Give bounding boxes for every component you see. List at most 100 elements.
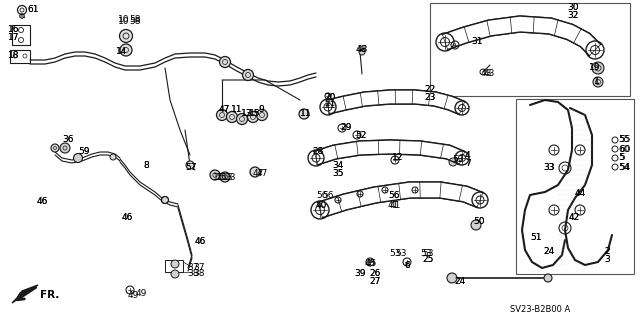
Polygon shape <box>317 182 483 218</box>
Text: 14: 14 <box>116 48 127 56</box>
Circle shape <box>447 273 457 283</box>
Text: 56: 56 <box>388 191 399 201</box>
Text: 39: 39 <box>354 269 365 278</box>
Text: 13: 13 <box>225 174 237 182</box>
Text: 28: 28 <box>312 147 323 157</box>
Text: 46: 46 <box>122 213 133 222</box>
Text: 17: 17 <box>8 33 19 41</box>
Text: 4: 4 <box>465 151 470 160</box>
Text: 50: 50 <box>473 218 484 226</box>
Text: 47: 47 <box>253 169 264 179</box>
Text: 40: 40 <box>316 201 328 210</box>
Circle shape <box>186 161 194 169</box>
Text: 46: 46 <box>195 236 206 246</box>
Text: 4: 4 <box>465 151 470 160</box>
Text: 24: 24 <box>454 278 465 286</box>
Text: 52: 52 <box>355 131 366 140</box>
Text: 13: 13 <box>222 174 234 182</box>
Text: 61: 61 <box>27 4 38 13</box>
Text: 41: 41 <box>388 201 399 210</box>
Text: 33: 33 <box>543 164 554 173</box>
Text: 37: 37 <box>193 263 205 271</box>
Text: 54: 54 <box>618 162 629 172</box>
Bar <box>430 3 630 96</box>
Text: 50: 50 <box>473 218 484 226</box>
Text: 47: 47 <box>257 169 268 179</box>
Circle shape <box>257 109 268 121</box>
Text: 31: 31 <box>471 38 483 47</box>
Circle shape <box>359 49 365 55</box>
Text: 20: 20 <box>324 93 335 101</box>
Circle shape <box>216 109 227 121</box>
Text: 44: 44 <box>575 189 586 197</box>
Circle shape <box>74 153 83 162</box>
Circle shape <box>250 167 260 177</box>
Circle shape <box>210 170 220 180</box>
Text: 32: 32 <box>567 11 579 19</box>
Circle shape <box>471 220 481 230</box>
Text: 21: 21 <box>324 100 335 108</box>
Text: 39: 39 <box>354 269 365 278</box>
Text: 21: 21 <box>324 100 335 109</box>
Circle shape <box>243 70 253 80</box>
Text: 33: 33 <box>543 164 554 173</box>
Text: 48: 48 <box>357 46 369 55</box>
Text: 23: 23 <box>424 93 435 101</box>
Text: 13: 13 <box>241 108 253 117</box>
Text: 3: 3 <box>604 256 610 264</box>
Circle shape <box>60 143 70 153</box>
Text: 12: 12 <box>392 153 403 162</box>
Text: 53: 53 <box>452 155 463 165</box>
Text: 34: 34 <box>332 161 344 170</box>
Text: 24: 24 <box>454 278 465 286</box>
Text: 37: 37 <box>187 263 198 271</box>
Text: 35: 35 <box>332 169 344 179</box>
Text: 7: 7 <box>465 159 471 167</box>
Text: 1: 1 <box>594 78 600 86</box>
Text: 11: 11 <box>300 108 312 117</box>
Text: 45: 45 <box>366 258 378 268</box>
Bar <box>165 260 183 272</box>
Bar <box>516 99 634 274</box>
Text: 24: 24 <box>543 248 554 256</box>
Text: 60: 60 <box>618 145 630 153</box>
Text: SV23-B2B00 A: SV23-B2B00 A <box>510 306 570 315</box>
Text: 2: 2 <box>604 248 610 256</box>
Text: 48: 48 <box>356 46 367 55</box>
Text: 19: 19 <box>589 63 600 71</box>
Bar <box>12 25 30 45</box>
Text: 56: 56 <box>316 191 328 201</box>
Text: 2: 2 <box>604 248 610 256</box>
Text: 57: 57 <box>185 164 196 173</box>
Text: 29: 29 <box>340 123 351 132</box>
Text: 16: 16 <box>8 26 19 34</box>
Polygon shape <box>314 140 465 165</box>
Text: 26: 26 <box>369 269 380 278</box>
Text: 58: 58 <box>129 18 141 26</box>
Text: 52: 52 <box>355 131 366 140</box>
Circle shape <box>110 154 116 160</box>
Circle shape <box>120 44 132 56</box>
Text: 30: 30 <box>567 3 579 11</box>
Text: 11: 11 <box>300 108 312 117</box>
Text: 42: 42 <box>569 213 580 222</box>
Text: 15: 15 <box>213 174 225 182</box>
Circle shape <box>51 144 59 152</box>
Text: 22: 22 <box>424 85 435 93</box>
Circle shape <box>220 56 230 68</box>
Text: 30: 30 <box>567 3 579 11</box>
Circle shape <box>227 112 237 122</box>
Text: 12: 12 <box>392 153 403 162</box>
Circle shape <box>171 260 179 268</box>
Circle shape <box>120 29 132 42</box>
Polygon shape <box>12 285 38 303</box>
Circle shape <box>592 62 604 74</box>
Text: 27: 27 <box>369 277 380 286</box>
Text: 46: 46 <box>195 236 206 246</box>
Text: 43: 43 <box>481 69 492 78</box>
Text: 1: 1 <box>594 78 600 86</box>
Text: 44: 44 <box>575 189 586 197</box>
Text: 11: 11 <box>231 105 243 114</box>
Text: 31: 31 <box>471 38 483 47</box>
Text: 29: 29 <box>340 123 351 132</box>
